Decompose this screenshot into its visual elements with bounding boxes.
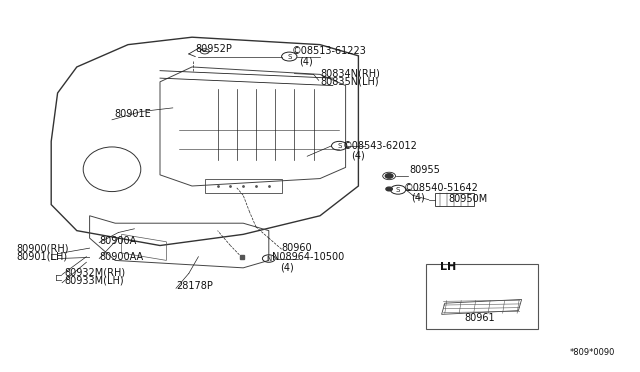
Text: 80900(RH): 80900(RH) xyxy=(16,244,68,254)
Text: S: S xyxy=(396,187,400,193)
Text: ©08540-51642: ©08540-51642 xyxy=(403,183,478,193)
Text: 80901(LH): 80901(LH) xyxy=(16,252,67,262)
Text: 80952P: 80952P xyxy=(195,44,232,54)
Text: 80900AA: 80900AA xyxy=(99,252,143,262)
Text: (4): (4) xyxy=(412,193,425,203)
Text: 80834N(RH): 80834N(RH) xyxy=(320,68,380,78)
Circle shape xyxy=(385,174,393,178)
Text: 80901E: 80901E xyxy=(114,109,150,119)
Bar xyxy=(426,264,538,329)
Text: N: N xyxy=(266,256,271,262)
Text: 80950M: 80950M xyxy=(448,194,487,204)
Text: *809*0090: *809*0090 xyxy=(570,348,615,357)
Text: LH: LH xyxy=(440,262,456,272)
Text: 80961: 80961 xyxy=(464,313,495,323)
Text: S: S xyxy=(287,54,291,60)
Bar xyxy=(435,193,474,206)
Text: (4): (4) xyxy=(351,151,364,161)
Text: (4): (4) xyxy=(280,262,293,272)
Text: 80932M(RH): 80932M(RH) xyxy=(64,267,125,277)
Text: 80835N(LH): 80835N(LH) xyxy=(320,76,379,86)
Text: N08964-10500: N08964-10500 xyxy=(272,252,344,262)
Text: 80900A: 80900A xyxy=(99,235,136,246)
Text: ©08543-62012: ©08543-62012 xyxy=(342,141,417,151)
Text: 80960: 80960 xyxy=(282,243,312,253)
Text: 80933M(LH): 80933M(LH) xyxy=(64,276,124,286)
Text: 28178P: 28178P xyxy=(176,281,213,291)
Text: ©08513-61223: ©08513-61223 xyxy=(291,46,366,56)
Text: 80955: 80955 xyxy=(410,165,440,175)
Text: (4): (4) xyxy=(300,56,313,66)
Circle shape xyxy=(386,187,392,191)
Text: S: S xyxy=(337,143,341,149)
